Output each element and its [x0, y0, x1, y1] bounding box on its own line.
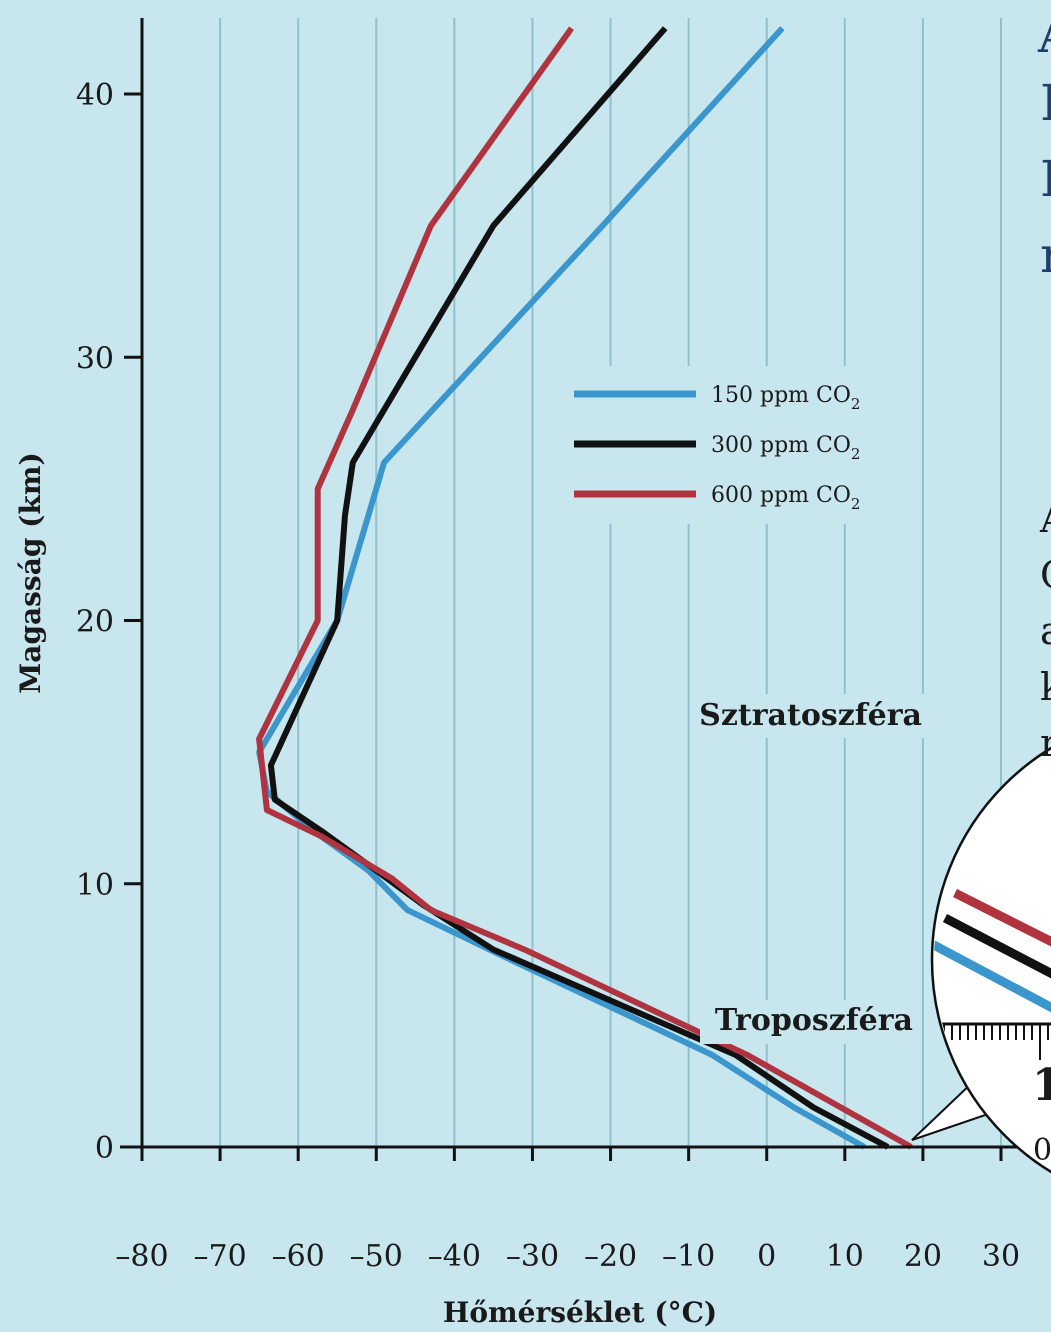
- series-lines: [256, 26, 913, 1150]
- vertical-gridlines: [219, 18, 1002, 1147]
- stratosphere-label-bg: [690, 694, 925, 738]
- x-tick-label: 0: [757, 1239, 776, 1274]
- legend-label-600ppm: 600 ppm CO2: [711, 483, 860, 513]
- legend: 150 ppm CO2 300 ppm CO2 600 ppm CO2: [568, 366, 888, 524]
- y-tick-label: 0: [95, 1131, 114, 1166]
- cropped-zero-label: 0: [1033, 1133, 1051, 1168]
- magnifier-axis-label: 1: [1032, 1060, 1051, 1111]
- magnifier-inset: 1: [911, 746, 1051, 1174]
- stratosphere-label: Sztratoszféra: [699, 698, 922, 733]
- x-tick-label: –40: [428, 1239, 481, 1274]
- y-tick-label: 10: [76, 868, 114, 903]
- cropped-title-line-1: A: [1037, 6, 1051, 64]
- cropped-body-line-3: a: [1040, 609, 1051, 653]
- legend-label-300ppm: 300 ppm CO2: [711, 433, 860, 463]
- cropped-body-line-5: r: [1040, 721, 1051, 765]
- x-axis-title: Hőmérséklet (°C): [443, 1296, 717, 1329]
- troposphere-label: Troposzféra: [715, 1003, 913, 1038]
- y-tick-label: 30: [76, 341, 114, 376]
- y-tick-label: 20: [76, 605, 114, 640]
- cropped-title: A I I r: [1037, 6, 1051, 284]
- y-axis-title: Magasság (km): [14, 452, 47, 693]
- x-tick-label: –80: [115, 1239, 168, 1274]
- y-ticks: 0 10 20 30 40: [76, 78, 142, 1166]
- x-tick-label: –60: [272, 1239, 325, 1274]
- x-tick-label: 30: [982, 1239, 1020, 1274]
- x-tick-label: 20: [904, 1239, 942, 1274]
- series-line-300ppm: [267, 26, 890, 1150]
- magnifier-line-600ppm: [952, 888, 1051, 951]
- x-tick-label: –20: [584, 1239, 637, 1274]
- legend-label-150ppm: 150 ppm CO2: [711, 383, 860, 413]
- series-line-600ppm: [256, 26, 913, 1150]
- magnifier-ticks: [943, 1024, 1049, 1060]
- cropped-body-line-1: A: [1039, 497, 1051, 541]
- x-ticks: –80 –70 –60 –50 –40 –30 –20 –10 0 10 20 30: [115, 1147, 1020, 1274]
- x-tick-label: –50: [350, 1239, 403, 1274]
- cropped-title-line-3: I: [1040, 150, 1051, 208]
- cropped-title-line-2: I: [1040, 74, 1051, 132]
- magnifier-line-300ppm: [942, 914, 1051, 982]
- magnifier-line-150ppm: [934, 939, 1051, 1016]
- cropped-body: A C a k r: [1039, 497, 1051, 765]
- y-tick-label: 40: [76, 78, 114, 113]
- x-tick-label: –30: [506, 1239, 559, 1274]
- x-tick-label: 10: [826, 1239, 864, 1274]
- x-tick-label: –10: [662, 1239, 715, 1274]
- troposphere-label-bg: [700, 1000, 920, 1044]
- cropped-title-line-4: r: [1040, 226, 1051, 284]
- cropped-body-line-4: k: [1040, 665, 1051, 709]
- magnifier-circle: [930, 746, 1051, 1174]
- cropped-body-line-2: C: [1040, 553, 1051, 597]
- x-tick-label: –70: [193, 1239, 246, 1274]
